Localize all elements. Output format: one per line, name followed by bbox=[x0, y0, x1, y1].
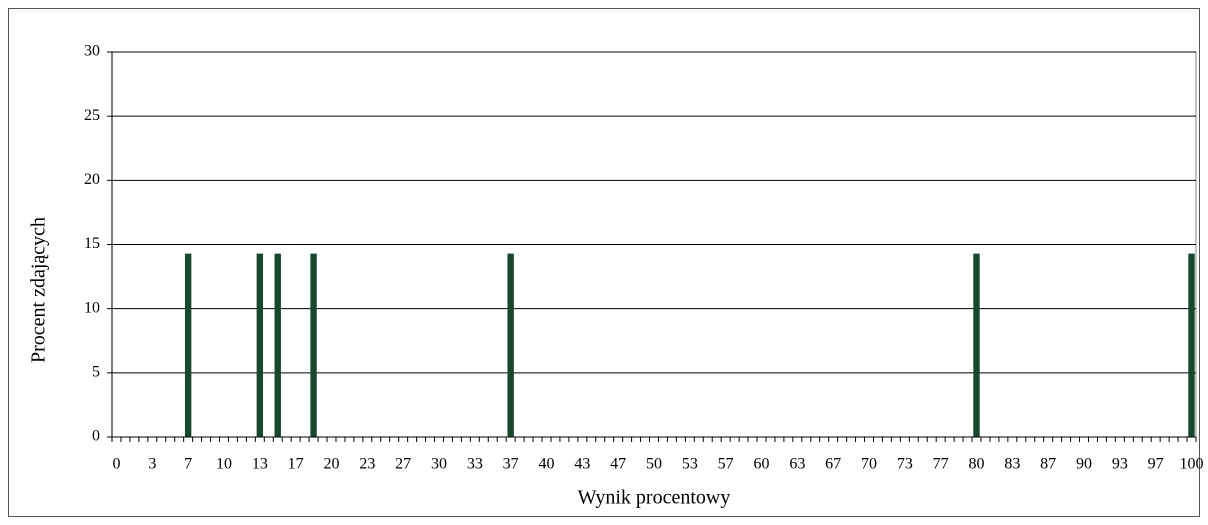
x-tick-label: 83 bbox=[1004, 456, 1020, 473]
x-tick-label: 80 bbox=[969, 456, 985, 473]
x-tick-label: 67 bbox=[825, 456, 841, 473]
x-tick-label: 53 bbox=[682, 456, 698, 473]
y-axis-title: Procent zdających bbox=[28, 217, 50, 363]
y-tick-label: 0 bbox=[92, 428, 100, 445]
x-tick-label: 30 bbox=[431, 456, 447, 473]
x-tick-label: 87 bbox=[1040, 456, 1056, 473]
x-tick-label: 33 bbox=[467, 456, 483, 473]
y-tick-label: 20 bbox=[84, 171, 100, 188]
x-tick-label: 93 bbox=[1112, 456, 1128, 473]
x-tick-label: 3 bbox=[148, 456, 156, 473]
bar bbox=[973, 253, 980, 437]
chart-frame bbox=[8, 8, 1200, 517]
y-tick-label: 10 bbox=[84, 299, 100, 316]
x-tick-label: 77 bbox=[933, 456, 949, 473]
bar bbox=[274, 253, 281, 437]
x-axis-title: Wynik procentowy bbox=[578, 487, 731, 509]
x-tick-label: 23 bbox=[359, 456, 375, 473]
x-tick-label: 90 bbox=[1076, 456, 1092, 473]
x-tick-label: 63 bbox=[789, 456, 805, 473]
x-tick-label: 7 bbox=[184, 456, 192, 473]
x-tick-label: 17 bbox=[288, 456, 304, 473]
x-tick-label: 20 bbox=[323, 456, 339, 473]
y-tick-label: 30 bbox=[84, 43, 100, 60]
x-tick-label: 60 bbox=[754, 456, 770, 473]
x-tick-label: 43 bbox=[574, 456, 590, 473]
x-tick-label: 0 bbox=[112, 456, 120, 473]
bar bbox=[1188, 253, 1195, 437]
x-tick-label: 57 bbox=[718, 456, 734, 473]
x-tick-label: 47 bbox=[610, 456, 626, 473]
bar bbox=[310, 253, 317, 437]
bar bbox=[256, 253, 264, 437]
y-tick-label: 25 bbox=[84, 107, 100, 124]
y-tick-label: 5 bbox=[92, 364, 100, 381]
bar bbox=[507, 253, 514, 437]
x-tick-label: 73 bbox=[897, 456, 913, 473]
x-tick-label: 10 bbox=[216, 456, 232, 473]
x-tick-label: 50 bbox=[646, 456, 662, 473]
x-tick-label: 70 bbox=[861, 456, 877, 473]
x-tick-label: 13 bbox=[252, 456, 268, 473]
x-tick-label: 27 bbox=[395, 456, 411, 473]
x-tick-label: 37 bbox=[503, 456, 519, 473]
y-tick-label: 15 bbox=[84, 235, 100, 252]
x-tick-label: 97 bbox=[1148, 456, 1164, 473]
x-tick-label: 40 bbox=[538, 456, 554, 473]
x-tick-label: 100 bbox=[1180, 456, 1204, 473]
bar bbox=[184, 253, 192, 437]
